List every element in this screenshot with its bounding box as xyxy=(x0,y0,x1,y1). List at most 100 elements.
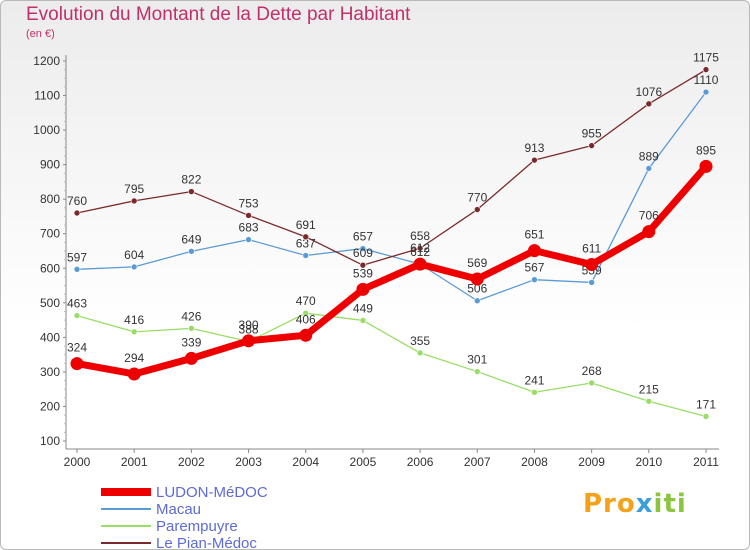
data-label: 609 xyxy=(353,246,373,260)
data-point xyxy=(531,276,538,283)
data-label: 955 xyxy=(582,127,602,141)
logo-part-3: iti xyxy=(653,489,687,519)
x-tick-label: 2010 xyxy=(635,455,662,469)
data-point xyxy=(588,379,595,387)
data-point xyxy=(585,257,599,271)
data-point xyxy=(416,349,424,357)
legend-label: Le Pian-Médoc xyxy=(156,535,257,550)
data-point xyxy=(702,88,710,96)
data-label: 406 xyxy=(296,312,316,326)
y-tick-label: 1100 xyxy=(34,89,60,103)
data-label: 658 xyxy=(410,229,430,243)
data-point xyxy=(527,244,541,258)
data-label: 895 xyxy=(696,143,716,157)
data-point xyxy=(588,279,595,286)
data-point xyxy=(299,328,313,342)
series-line xyxy=(73,162,710,378)
y-tick-label: 1200 xyxy=(33,54,60,68)
data-label: 567 xyxy=(524,261,544,275)
x-tick-label: 2008 xyxy=(521,455,548,469)
data-point xyxy=(359,317,367,324)
data-point xyxy=(188,248,195,255)
data-label: 463 xyxy=(67,297,87,311)
x-tick-label: 2000 xyxy=(64,455,91,469)
legend-label: Macau xyxy=(156,501,202,518)
data-label: 470 xyxy=(296,294,316,308)
data-point xyxy=(245,236,252,243)
data-label: 339 xyxy=(181,335,201,349)
data-point xyxy=(359,261,367,269)
data-point xyxy=(302,252,310,259)
data-point xyxy=(73,266,81,273)
data-label: 539 xyxy=(353,266,373,280)
chart-subtitle: (en €) xyxy=(26,28,55,40)
data-label: 388 xyxy=(239,323,259,337)
data-label: 569 xyxy=(467,256,487,270)
data-point xyxy=(588,142,595,149)
y-tick-label: 400 xyxy=(40,330,60,344)
data-label: 597 xyxy=(67,250,87,264)
data-label: 324 xyxy=(67,341,87,355)
data-point xyxy=(699,159,713,173)
data-label: 171 xyxy=(696,397,716,411)
data-label: 889 xyxy=(639,149,659,163)
data-label: 268 xyxy=(582,364,602,378)
legend-item: Le Pian-Médoc xyxy=(101,535,361,550)
y-tick-label: 900 xyxy=(40,158,60,172)
data-label: 657 xyxy=(353,230,373,244)
data-label: 612 xyxy=(410,241,430,255)
proxiti-logo: Proxiti xyxy=(583,489,687,519)
x-tick-label: 2005 xyxy=(350,455,377,469)
data-point xyxy=(642,225,656,239)
data-label: 355 xyxy=(410,334,430,348)
legend-swatch xyxy=(101,542,151,544)
data-point xyxy=(531,388,538,396)
data-label: 691 xyxy=(296,218,316,232)
data-point xyxy=(245,212,252,219)
x-tick-label: 2002 xyxy=(178,455,205,469)
y-tick-label: 500 xyxy=(40,296,60,310)
logo-part-2: x xyxy=(635,489,654,519)
data-label: 604 xyxy=(124,248,144,262)
data-point xyxy=(70,357,84,371)
data-point xyxy=(645,100,653,108)
logo-part-1: Pro xyxy=(583,489,636,519)
data-label: 426 xyxy=(181,309,201,323)
data-label: 390 xyxy=(239,318,259,332)
y-tick-label: 700 xyxy=(40,227,60,241)
data-point xyxy=(188,188,195,195)
data-point xyxy=(130,263,138,271)
legend-swatch xyxy=(101,508,151,510)
x-tick-label: 2006 xyxy=(407,455,434,469)
legend-label: LUDON-MéDOC xyxy=(156,484,268,501)
data-point xyxy=(242,334,256,348)
data-label: 611 xyxy=(582,241,601,255)
y-tick-label: 1000 xyxy=(33,123,60,137)
data-label: 651 xyxy=(524,228,544,242)
data-point xyxy=(416,244,424,252)
data-label: 416 xyxy=(124,313,144,327)
data-label: 770 xyxy=(467,191,487,205)
series-line xyxy=(76,68,707,266)
data-label: 612 xyxy=(410,245,430,259)
data-label: 760 xyxy=(67,194,87,208)
data-label: 506 xyxy=(467,282,487,296)
data-point xyxy=(470,272,484,286)
y-tick-label: 300 xyxy=(40,365,60,379)
data-point xyxy=(188,325,195,332)
legend-swatch xyxy=(101,488,151,496)
data-point xyxy=(531,156,538,164)
x-tick-label: 2001 xyxy=(121,455,148,469)
data-point xyxy=(302,309,310,317)
data-point xyxy=(473,368,481,375)
x-tick-label: 2003 xyxy=(235,455,262,469)
data-point xyxy=(302,233,310,241)
data-point xyxy=(127,367,141,381)
data-label: 215 xyxy=(639,382,659,396)
data-label: 1175 xyxy=(693,51,719,65)
data-label: 1076 xyxy=(635,85,662,99)
data-label: 294 xyxy=(124,351,144,365)
y-tick-label: 200 xyxy=(40,399,60,413)
